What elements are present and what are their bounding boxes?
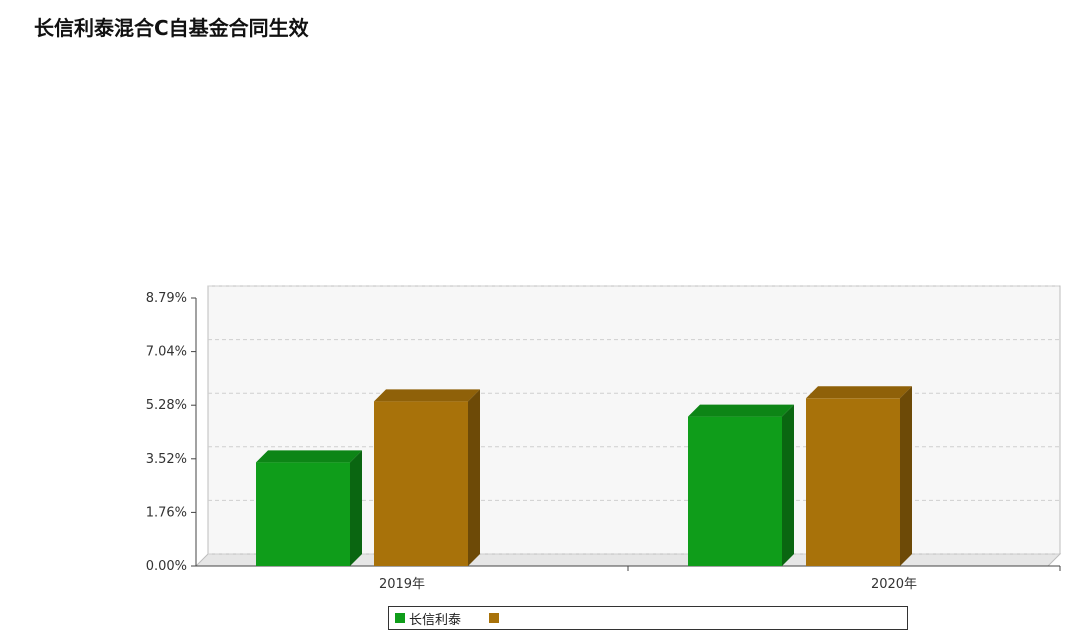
bar-top-0-1 xyxy=(688,404,794,417)
legend-item-fund: 长信利泰 xyxy=(395,609,461,628)
bar-top-1-0 xyxy=(374,389,480,402)
legend-swatch-benchmark xyxy=(489,613,500,623)
bar-side-0-0 xyxy=(350,450,362,566)
bar-side-1-1 xyxy=(900,386,912,566)
bar-1-0 xyxy=(374,401,468,566)
y-tick-label: 3.52% xyxy=(146,452,187,467)
legend-label-fund: 长信利泰 xyxy=(409,612,462,628)
bar-side-1-0 xyxy=(468,389,480,566)
chart-legend: 长信利泰 xyxy=(388,606,908,630)
y-tick-label: 8.79% xyxy=(146,291,187,306)
y-tick-label: 5.28% xyxy=(146,398,187,413)
legend-item-benchmark xyxy=(489,613,503,623)
y-tick-label: 0.00% xyxy=(146,559,187,574)
bar-0-0 xyxy=(256,462,350,566)
y-tick-label: 7.04% xyxy=(146,345,187,360)
bar-side-0-1 xyxy=(782,404,794,566)
bar-top-0-0 xyxy=(256,450,362,463)
x-tick-label: 2020年 xyxy=(871,577,917,592)
bar-1-1 xyxy=(806,398,900,566)
legend-swatch-fund xyxy=(395,613,405,623)
y-tick-label: 1.76% xyxy=(146,505,187,520)
bar-top-1-1 xyxy=(806,386,912,399)
chart-title: 长信利泰混合C自基金合同生效 xyxy=(34,16,309,40)
bar-0-1 xyxy=(688,416,782,566)
x-tick-label: 2019年 xyxy=(379,577,425,592)
